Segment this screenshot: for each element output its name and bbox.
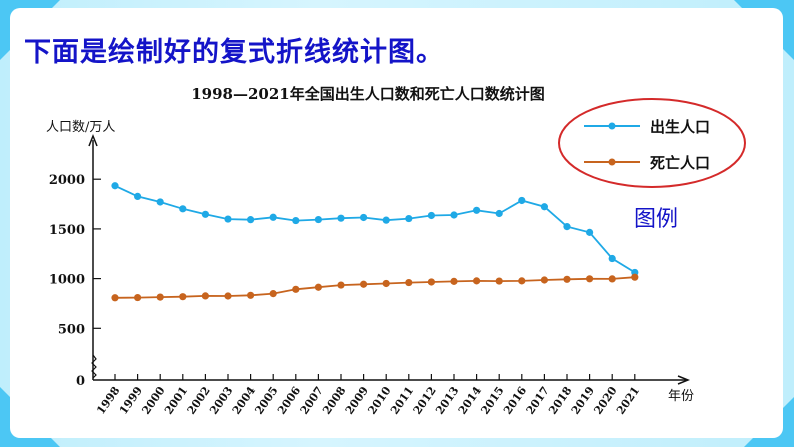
births-line <box>114 184 636 274</box>
births-point <box>405 214 413 223</box>
births-point <box>495 209 503 218</box>
deaths-point <box>495 277 503 285</box>
births-point <box>586 228 594 236</box>
legend-ellipse <box>558 98 746 188</box>
deaths-point <box>179 293 187 301</box>
legend-caption: 图例 <box>634 207 678 232</box>
slide-heading: 下面是绘制好的复式折线统计图。 <box>24 37 444 68</box>
legend-marker-births <box>608 122 616 130</box>
legend: 出生人口 死亡人口 <box>558 98 746 188</box>
x-tick-label: 2004 <box>230 384 258 417</box>
births-point <box>382 216 390 224</box>
births-point <box>292 216 300 225</box>
deaths-point <box>586 275 594 283</box>
deaths-point <box>405 278 413 287</box>
deaths-point <box>631 273 639 281</box>
deaths-point <box>518 277 526 285</box>
x-tick-label: 2016 <box>501 384 529 417</box>
legend-label-deaths: 死亡人口 <box>650 154 710 172</box>
deaths-point <box>201 292 209 300</box>
births-point <box>563 223 571 231</box>
x-tick-label: 1998 <box>94 384 122 417</box>
deaths-point <box>450 277 458 285</box>
births-point <box>179 205 187 213</box>
deaths-point <box>156 293 164 301</box>
x-tick-label: 2014 <box>456 384 484 417</box>
y-axis-arrow-icon <box>88 133 98 147</box>
deaths-point <box>314 283 322 291</box>
slide-card <box>10 8 783 438</box>
deaths-point <box>134 293 142 302</box>
births-point <box>427 211 435 220</box>
births-point <box>269 213 277 221</box>
x-axis-label: 年份 <box>668 389 694 404</box>
deaths-point <box>427 278 435 286</box>
x-tick-label: 1999 <box>117 384 145 417</box>
x-tick-label: 2008 <box>320 384 348 417</box>
x-tick-label: 2007 <box>298 384 326 417</box>
births-point <box>540 203 549 211</box>
x-tick-label: 2011 <box>388 384 416 417</box>
y-tick-label: 1000 <box>49 273 85 288</box>
deaths-point <box>360 280 368 288</box>
deaths-point <box>337 281 345 289</box>
deaths-point <box>224 292 232 300</box>
births-point <box>473 206 481 214</box>
x-tick-label: 2017 <box>524 384 552 417</box>
x-tick-label: 2012 <box>411 384 439 417</box>
births-point <box>314 215 322 224</box>
deaths-point <box>111 294 119 302</box>
births-point <box>224 215 232 223</box>
x-tick-label: 2020 <box>591 384 619 417</box>
x-tick-label: 2001 <box>162 384 190 417</box>
x-tick-label: 2002 <box>185 384 213 417</box>
births-point <box>518 196 526 205</box>
births-point <box>247 216 255 224</box>
x-tick-label: 2005 <box>252 384 280 417</box>
births-point <box>134 192 142 200</box>
deaths-point <box>247 291 255 299</box>
y-tick-label: 500 <box>58 322 85 337</box>
births-point <box>156 198 164 206</box>
births-point <box>201 210 209 218</box>
births-point <box>608 254 616 263</box>
deaths-line <box>114 276 635 299</box>
x-tick-label: 2009 <box>343 384 371 417</box>
y-tick-label: 1500 <box>49 223 85 238</box>
deaths-point <box>269 290 277 298</box>
deaths-point <box>540 276 549 284</box>
births-point <box>111 182 119 190</box>
x-tick-label: 2018 <box>546 384 574 417</box>
deaths-point <box>608 275 616 283</box>
deaths-point <box>382 279 390 288</box>
births-point <box>360 213 368 222</box>
x-tick-label: 2019 <box>569 384 597 417</box>
deaths-point <box>292 285 300 293</box>
x-tick-label: 2015 <box>478 384 506 417</box>
x-tick-label: 2003 <box>207 384 235 417</box>
y-tick-label: 2000 <box>49 173 85 188</box>
x-tick-label: 2006 <box>275 384 303 417</box>
births-point <box>450 211 458 219</box>
axis-break-icon <box>91 354 97 379</box>
legend-label-births: 出生人口 <box>650 118 710 136</box>
legend-marker-deaths <box>608 158 616 166</box>
deaths-point <box>563 275 571 283</box>
x-tick-label: 2013 <box>433 384 461 417</box>
chart-title: 1998—2021年全国出生人口数和死亡人口数统计图 <box>191 85 545 103</box>
series-layer <box>111 182 639 302</box>
x-axis-arrow-icon <box>677 375 691 385</box>
x-tick-label: 2021 <box>614 384 642 417</box>
x-tick-label: 2000 <box>139 384 167 417</box>
births-point <box>337 214 345 222</box>
x-tick-label: 2010 <box>365 384 393 417</box>
deaths-point <box>473 277 481 285</box>
y-tick-label: 0 <box>76 374 85 389</box>
y-axis-label: 人口数/万人 <box>46 120 115 135</box>
